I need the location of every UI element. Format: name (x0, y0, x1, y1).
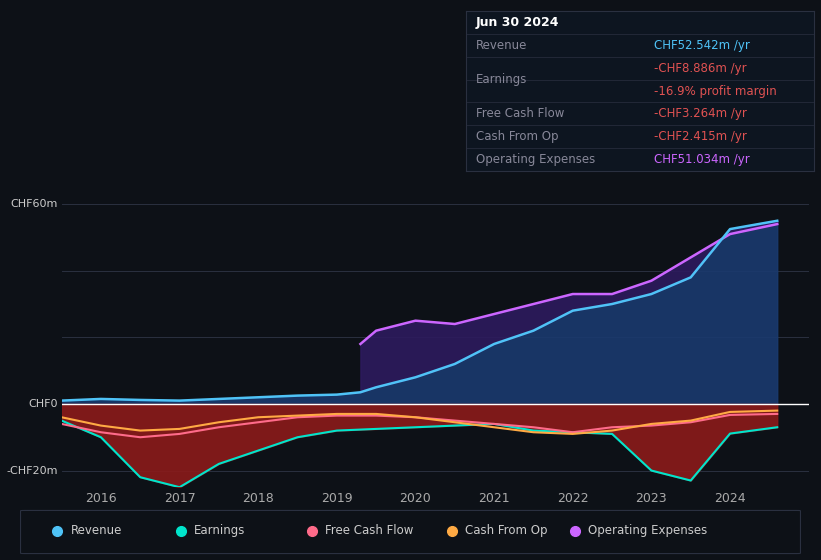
Text: -CHF2.415m /yr: -CHF2.415m /yr (654, 130, 747, 143)
Text: Earnings: Earnings (476, 73, 527, 86)
Text: -CHF20m: -CHF20m (7, 465, 57, 475)
Text: Jun 30 2024: Jun 30 2024 (476, 16, 559, 29)
Text: Free Cash Flow: Free Cash Flow (476, 108, 564, 120)
Text: Operating Expenses: Operating Expenses (588, 524, 707, 538)
Text: Revenue: Revenue (71, 524, 122, 538)
Text: CHF60m: CHF60m (11, 199, 57, 209)
Text: Operating Expenses: Operating Expenses (476, 153, 595, 166)
Text: Cash From Op: Cash From Op (465, 524, 547, 538)
Text: -CHF3.264m /yr: -CHF3.264m /yr (654, 108, 747, 120)
FancyBboxPatch shape (21, 511, 800, 553)
Text: -16.9% profit margin: -16.9% profit margin (654, 85, 777, 97)
Text: -CHF8.886m /yr: -CHF8.886m /yr (654, 62, 746, 74)
Text: Earnings: Earnings (194, 524, 245, 538)
Text: Free Cash Flow: Free Cash Flow (325, 524, 414, 538)
Text: CHF52.542m /yr: CHF52.542m /yr (654, 39, 750, 52)
Text: Cash From Op: Cash From Op (476, 130, 558, 143)
Text: CHF0: CHF0 (29, 399, 57, 409)
Text: Revenue: Revenue (476, 39, 527, 52)
Text: CHF51.034m /yr: CHF51.034m /yr (654, 153, 750, 166)
